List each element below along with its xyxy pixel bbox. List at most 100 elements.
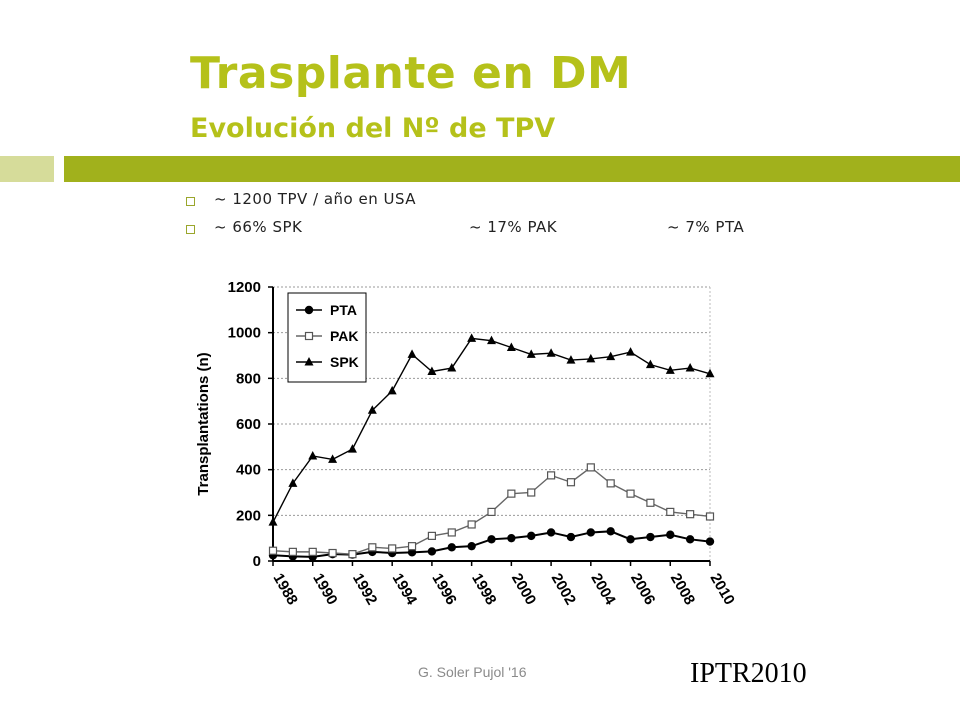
slide-title: Trasplante en DM [190,48,632,99]
x-tick-label: 1994 [389,571,421,609]
bullet-text: ~ 1200 TPV / año en USA [214,190,417,208]
x-tick-label: 1988 [270,571,301,608]
legend-label-pta: PTA [330,302,357,318]
data-point-spk [626,347,636,356]
data-point-pak [626,489,635,498]
x-tick-label: 1998 [468,571,499,608]
legend-marker-pta [304,305,314,315]
data-point-pta [507,533,516,543]
y-axis-title: Transplantations (n) [195,352,212,495]
data-point-pta [666,530,675,539]
data-point-pta [606,527,615,536]
data-point-spk [645,359,655,369]
y-tick-label: 400 [236,462,261,479]
y-tick-label: 1200 [228,279,261,296]
data-point-pak [268,546,278,555]
data-point-pta [546,528,556,537]
data-point-spk [566,355,576,364]
legend-marker-spk [304,357,314,366]
data-point-pak [467,520,476,529]
data-point-spk [387,385,397,395]
decorative-bar-dark [64,156,960,182]
data-point-pak [348,550,357,559]
data-point-pak [427,531,437,540]
x-tick-label: 1992 [349,571,380,608]
data-point-spk [606,351,616,361]
data-point-spk [665,365,675,374]
legend-marker-pak [304,331,314,341]
data-point-spk [467,333,477,342]
x-tick-label: 2004 [587,571,619,609]
y-tick-label: 1000 [228,325,261,342]
data-point-spk [367,405,377,414]
data-point-spk [268,517,278,526]
data-point-spk [308,450,318,460]
y-tick-label: 200 [236,507,261,524]
legend-label-pak: PAK [330,328,359,344]
data-point-spk [427,366,437,375]
x-tick-label: 2002 [548,571,579,608]
data-point-pak [368,543,377,552]
slide-subtitle: Evolución del Nº de TPV [190,113,556,144]
data-point-spk [705,368,715,378]
data-point-pak [487,507,496,517]
y-tick-label: 600 [236,416,261,433]
data-point-pak [646,498,655,507]
data-point-pak [527,488,536,497]
bullet-text-pta: ~ 7% PTA [667,218,745,236]
data-point-spk [328,454,338,463]
data-point-pta [566,532,576,542]
data-point-pta [586,528,596,537]
legend-label-spk: SPK [330,354,359,370]
x-tick-label: 2006 [627,571,658,608]
data-point-pak [447,528,456,537]
data-point-pak [546,471,556,480]
legend-box [287,292,367,383]
source-label: IPTR2010 [690,658,807,689]
data-point-pak [507,489,516,498]
data-point-pak [288,547,297,556]
bullet-square-icon [186,225,195,234]
data-point-spk [506,342,516,352]
data-point-pta [685,535,695,544]
data-point-pta [527,531,536,541]
x-tick-label: 2010 [707,571,738,608]
bullet-square-icon [186,197,195,206]
data-point-pak [407,542,417,551]
data-point-pak [666,507,675,517]
data-point-spk [685,363,695,372]
data-point-pak [388,544,397,553]
data-point-pak [308,547,317,556]
decorative-bar-light [0,156,54,182]
bullet-text-pak: ~ 17% PAK [469,218,558,236]
data-point-spk [487,335,496,345]
data-point-pak [586,463,595,472]
data-point-pta [626,535,635,544]
data-point-pak [686,510,695,519]
data-point-spk [447,363,457,372]
data-point-spk [546,348,556,357]
footer-credit: G. Soler Pujol '16 [418,664,527,680]
data-point-pak [606,479,615,488]
x-tick-label: 1996 [428,571,459,608]
data-point-pta [705,537,715,546]
x-tick-label: 2008 [667,571,698,608]
data-point-pak [705,512,715,521]
data-point-pta [427,547,437,556]
data-point-spk [347,444,357,453]
y-tick-label: 0 [253,553,261,570]
data-point-pta [646,532,655,542]
data-point-spk [586,353,596,363]
x-tick-label: 1990 [309,571,340,608]
data-point-spk [288,478,298,487]
y-tick-label: 800 [236,370,261,387]
x-tick-label: 2000 [508,571,539,608]
bullet-text-spk: ~ 66% SPK [214,218,303,236]
data-point-pta [447,543,456,552]
data-point-pta [467,541,476,551]
data-point-pta [487,535,496,544]
data-point-spk [407,349,417,358]
data-point-pak [566,478,576,487]
data-point-pak [328,548,337,558]
